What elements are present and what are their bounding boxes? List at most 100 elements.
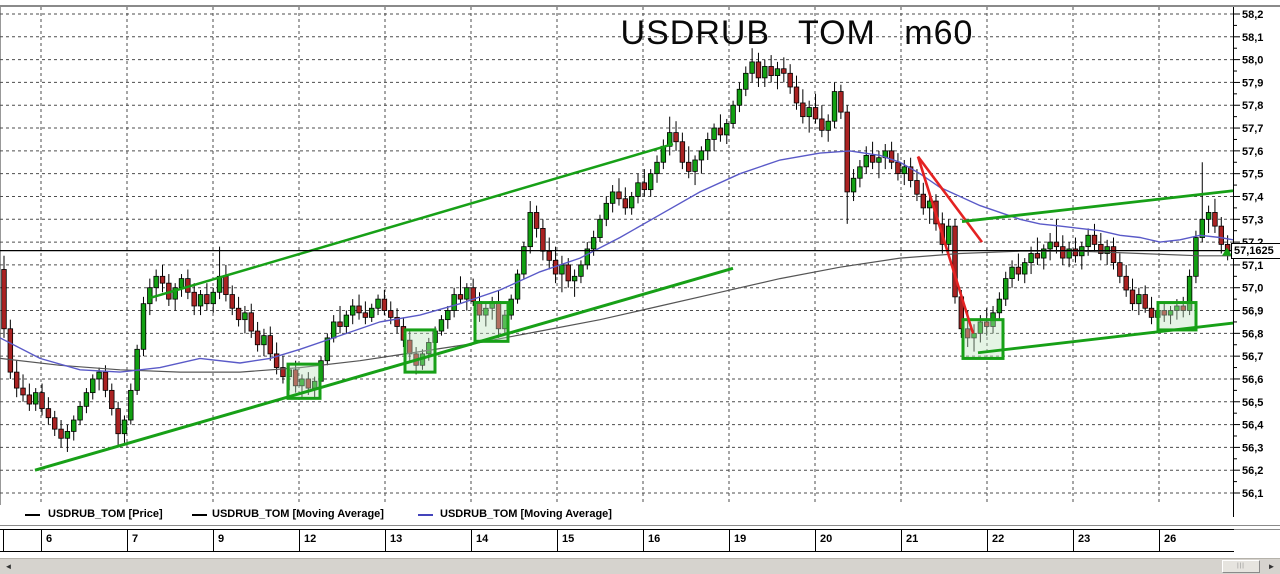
y-tick-label: 56,4 — [1242, 420, 1264, 432]
candle-down — [356, 305, 362, 314]
candle-down — [914, 180, 920, 195]
candle-down — [388, 310, 394, 318]
ma-fast-label: USDRUB_TOM [Moving Average] — [440, 508, 612, 520]
candle-down — [305, 378, 312, 389]
candle-down — [768, 66, 774, 76]
candle-up — [172, 287, 178, 300]
candle-up — [1136, 294, 1142, 305]
candle-up — [71, 419, 77, 432]
candle-down — [52, 417, 58, 430]
candle-down — [920, 193, 926, 209]
candle-up — [578, 264, 584, 277]
candle-up — [597, 218, 603, 238]
date-cell-separator — [3, 530, 4, 551]
y-tick-label: 56,6 — [1242, 374, 1263, 386]
chart-title: USDRUB TOM m60 — [620, 14, 974, 52]
date-label: 9 — [218, 533, 225, 545]
date-label: 19 — [734, 533, 747, 545]
candle-up — [375, 298, 381, 309]
candle-down — [622, 198, 629, 209]
candle-down — [1, 269, 7, 330]
y-tick-label: 56,3 — [1242, 442, 1263, 454]
candle-up — [1199, 218, 1205, 238]
candle-up — [711, 127, 717, 140]
candle-up — [825, 120, 831, 131]
last-price-badge: 57,1625 — [1231, 243, 1280, 259]
candle-down — [819, 118, 825, 131]
candle-up — [647, 173, 654, 191]
candle-up — [1028, 253, 1034, 264]
candle-up — [349, 305, 356, 316]
candle-up — [1186, 275, 1193, 311]
candle-up — [584, 248, 590, 266]
y-tick-label: 58,0 — [1242, 55, 1263, 67]
trendlines — [34, 142, 1234, 472]
candle-up — [724, 123, 730, 136]
y-axis: 58,2 58,1 58,0 57,9 57,8 57,7 57,6 57,5 57,4 57,3… — [1233, 9, 1264, 500]
candle-up — [730, 104, 736, 124]
highlight-box — [403, 328, 437, 374]
y-tick-label: 57,3 — [1242, 214, 1263, 226]
y-tick-label: 57,9 — [1242, 77, 1263, 89]
candle-down — [273, 353, 280, 368]
candle-down — [1218, 225, 1224, 245]
candle-down — [1072, 248, 1079, 257]
candle-down — [115, 408, 121, 435]
candle-down — [1129, 289, 1136, 305]
date-label: 6 — [46, 533, 53, 545]
candle-up — [343, 314, 350, 327]
date-label: 13 — [390, 533, 403, 545]
candle-up — [774, 68, 781, 76]
candle-up — [1047, 241, 1053, 250]
date-label: 16 — [648, 533, 661, 545]
last-price-line — [0, 247, 1233, 256]
candle-up — [96, 371, 102, 380]
scroll-left-icon[interactable]: ◄ — [4, 562, 13, 571]
horizontal-scrollbar[interactable]: ◄ ||| ► — [0, 559, 1280, 574]
candle-down — [337, 321, 343, 327]
candle-up — [197, 294, 204, 307]
price-series-label: USDRUB_TOM [Price] — [48, 508, 163, 520]
trendline-down-impulse-shallow — [916, 155, 984, 243]
candle-down — [673, 132, 679, 143]
candle-up — [210, 291, 216, 305]
trendline-down-impulse-steep — [916, 156, 975, 334]
candle-up — [33, 392, 39, 405]
scroll-right-icon[interactable]: ► — [1267, 562, 1276, 571]
date-label: 22 — [992, 533, 1005, 545]
candle-up — [1066, 248, 1072, 259]
candle-down — [102, 371, 109, 391]
date-cell-separator — [127, 530, 128, 551]
candle-up — [64, 431, 71, 439]
candle-down — [204, 294, 210, 305]
candle-down — [686, 161, 692, 172]
candle-up — [850, 177, 857, 193]
scrollbar-thumb[interactable]: ||| — [1222, 560, 1260, 573]
candle-up — [128, 389, 134, 421]
ma-fast-marker — [418, 514, 433, 516]
candle-up — [90, 378, 96, 394]
date-cell-separator — [1159, 530, 1160, 551]
candle-down — [1148, 307, 1155, 318]
date-axis: 6 7 9 12 13 14 15 16 19 20 21 22 23 26 — [0, 529, 1234, 552]
candle-up — [369, 307, 375, 318]
candle-down — [717, 127, 724, 136]
y-tick-label: 57,8 — [1242, 100, 1263, 112]
highlight-boxes — [286, 301, 1198, 400]
candle-down — [895, 161, 901, 175]
trendline-support-channel-lower — [34, 266, 734, 472]
candle-down — [838, 91, 844, 113]
candle-up — [609, 191, 616, 204]
date-cell-separator — [729, 530, 730, 551]
candle-down — [39, 392, 45, 410]
ma-fast-line — [0, 150, 1234, 373]
candle-down — [470, 287, 476, 302]
date-label: 14 — [476, 533, 489, 545]
y-tick-label: 57,5 — [1242, 169, 1263, 181]
candle-down — [1142, 294, 1148, 309]
y-tick-label: 56,2 — [1242, 465, 1263, 477]
candle-up — [445, 310, 451, 321]
candle-up — [762, 66, 768, 79]
